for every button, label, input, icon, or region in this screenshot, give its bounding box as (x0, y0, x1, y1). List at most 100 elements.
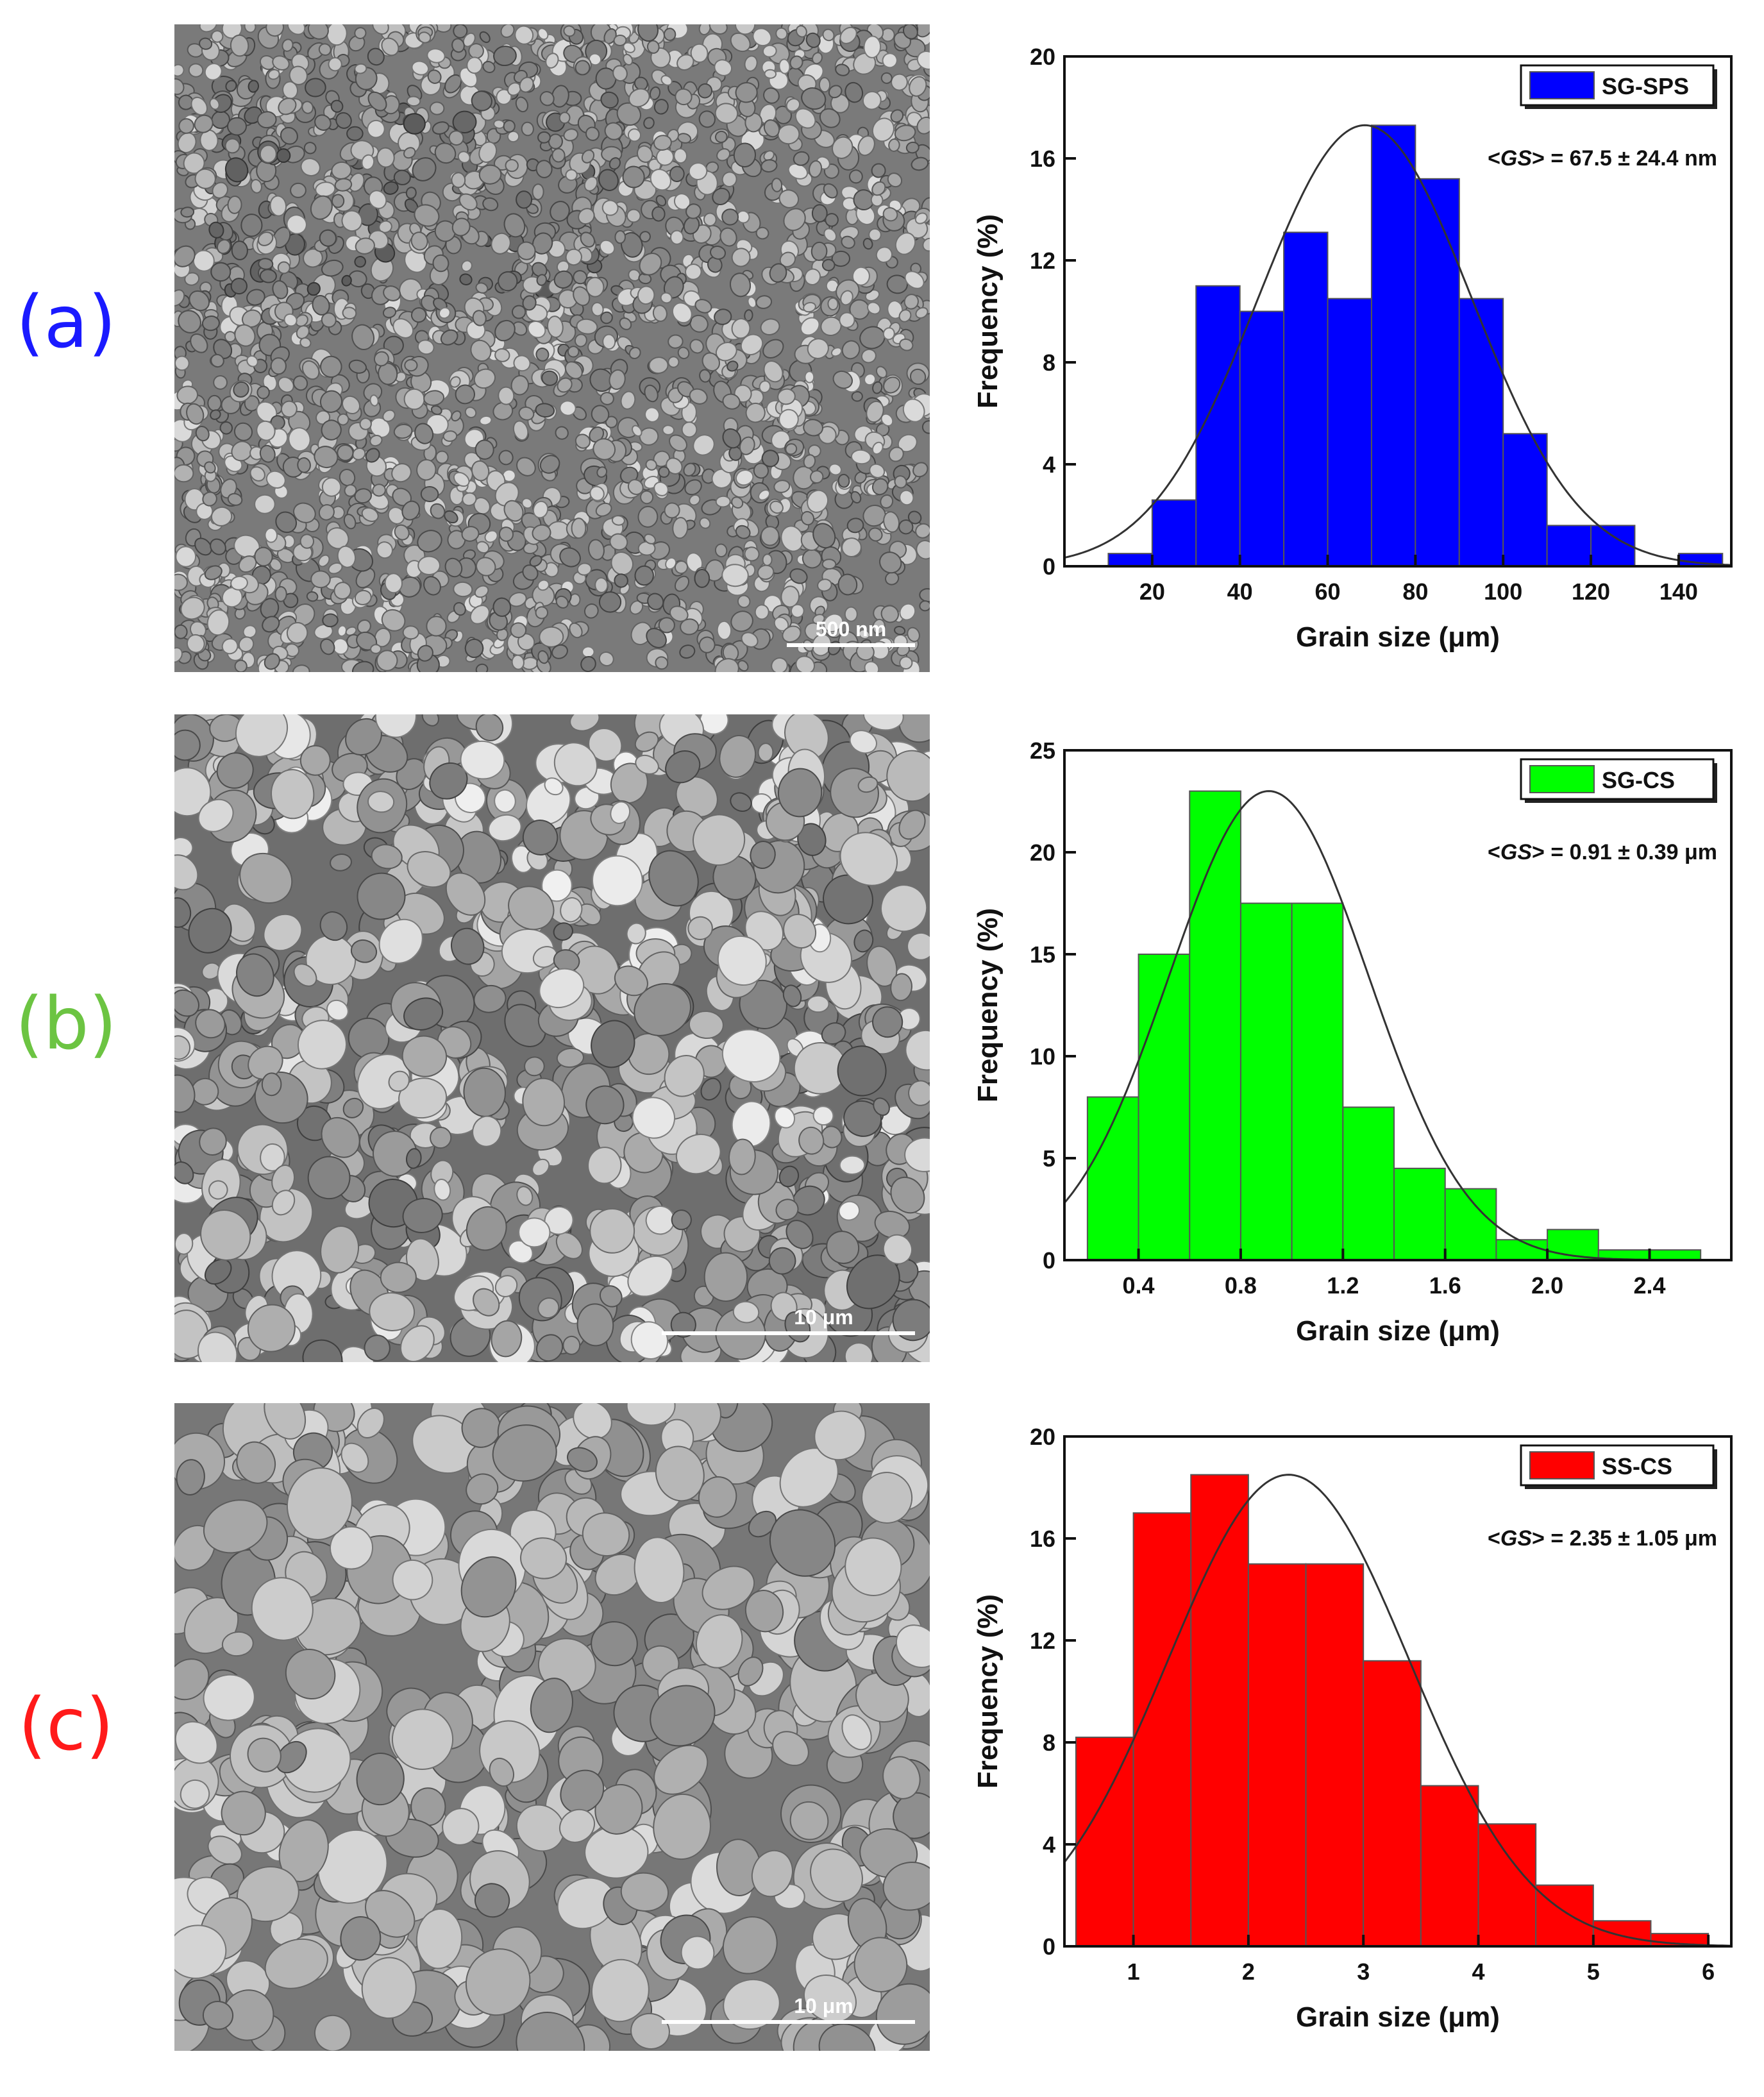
x-tick-label: 1.6 (1429, 1272, 1461, 1299)
histogram-bar (1189, 790, 1241, 1261)
histogram-bars (1086, 790, 1702, 1261)
x-tick-label: 2.0 (1531, 1272, 1563, 1299)
histogram-bar (1291, 902, 1344, 1261)
x-tick-label: 0.8 (1225, 1272, 1257, 1299)
x-tick-label: 100 (1484, 578, 1522, 605)
x-tick-label: 1.2 (1327, 1272, 1359, 1299)
histogram-bar (1477, 1823, 1537, 1948)
histogram-bar (1363, 1660, 1422, 1947)
y-tick-label: 16 (1030, 146, 1055, 172)
histogram-bar (1151, 499, 1197, 568)
histogram-bar (1107, 553, 1153, 567)
histogram-bar (1327, 298, 1372, 567)
legend-label: SS-CS (1602, 1453, 1672, 1479)
x-tick-label: 120 (1572, 578, 1610, 605)
y-tick-label: 20 (1030, 44, 1055, 70)
plot-frame (1063, 1435, 1733, 1948)
x-tick-label: 2.4 (1633, 1272, 1665, 1299)
y-tick-label: 8 (1043, 350, 1055, 376)
histogram-bar (1649, 1249, 1702, 1261)
legend: SS-CS (1520, 1444, 1717, 1489)
histogram-bar (1342, 1106, 1395, 1261)
x-tick-label: 60 (1315, 578, 1341, 605)
grain-texture (174, 714, 930, 1362)
histogram-bar (1138, 954, 1191, 1261)
gaussian-fit-curve (1063, 1474, 1731, 1947)
panel-label-a: (a) (15, 281, 117, 364)
histogram-bar (1415, 178, 1460, 568)
x-tick-label: 80 (1402, 578, 1428, 605)
legend-label: SG-SPS (1602, 73, 1689, 99)
histogram-bar (1495, 1239, 1549, 1261)
histogram-bars (1107, 124, 1724, 568)
y-tick-label: 8 (1043, 1730, 1055, 1756)
y-axis-label: Frequency (%) (972, 214, 1004, 408)
histogram-bar (1132, 1512, 1192, 1947)
y-tick-label: 10 (1030, 1043, 1055, 1070)
x-tick-label: 1 (1127, 1958, 1140, 1985)
histogram-bar (1370, 124, 1416, 567)
mean-grain-size-annotation: <GS> = 0.91 ± 0.39 μm (1488, 840, 1717, 864)
histogram-chart-a: 0 4 8 12 16 20 20 40 60 80 100 120 140 Grain size (μm… (936, 24, 1764, 717)
scale-bar-label: 500 nm (816, 618, 886, 641)
x-axis-label: Grain size (μm) (1296, 621, 1500, 653)
y-axis-label: Frequency (%) (972, 908, 1004, 1102)
x-tick-label: 6 (1702, 1958, 1715, 1985)
y-tick-label: 5 (1043, 1145, 1055, 1172)
histogram-chart-b: 0 5 10 15 20 25 0.4 0.8 1.2 1.6 2.0 2.4 Grain size (… (936, 718, 1764, 1411)
histogram-bar (1546, 525, 1592, 568)
histogram-bar (1502, 433, 1548, 567)
histogram-bars (1075, 1474, 1709, 1948)
y-tick-label: 4 (1043, 451, 1055, 478)
panel-label-c: (c) (18, 1683, 114, 1767)
histogram-bar (1075, 1737, 1134, 1947)
histogram-bar (1592, 1920, 1652, 1947)
y-tick-label: 16 (1030, 1526, 1055, 1552)
legend: SG-CS (1520, 758, 1717, 803)
y-tick-label: 0 (1043, 1933, 1055, 1960)
sem-image-b: 10 μm (174, 714, 930, 1362)
histogram-bar (1535, 1884, 1594, 1947)
histogram-bar (1458, 298, 1504, 567)
sem-micrograph-b: 10 μm (174, 714, 930, 1362)
scale-bar-label: 10 μm (794, 1306, 853, 1329)
sem-image-a: 500 nm (174, 24, 930, 672)
legend-swatch (1529, 71, 1595, 99)
y-axis-label: Frequency (%) (972, 1594, 1004, 1789)
histogram-bar (1393, 1167, 1446, 1261)
y-tick-label: 0 (1043, 1247, 1055, 1274)
y-tick-label: 12 (1030, 248, 1055, 274)
plot-frame (1063, 55, 1733, 568)
grain-texture (174, 1403, 930, 2051)
histogram-bar (1247, 1563, 1307, 1947)
histogram-bar (1283, 232, 1329, 567)
x-tick-label: 0.4 (1123, 1272, 1155, 1299)
x-tick-label: 20 (1139, 578, 1165, 605)
y-tick-label: 20 (1030, 1424, 1055, 1450)
y-tick-label: 15 (1030, 941, 1055, 968)
y-tick-label: 25 (1030, 737, 1055, 764)
y-tick-label: 4 (1043, 1832, 1055, 1858)
x-tick-label: 2 (1242, 1958, 1255, 1985)
gaussian-fit-curve (1064, 124, 1732, 566)
x-tick-label: 4 (1472, 1958, 1485, 1985)
mean-grain-size-annotation: <GS> = 2.35 ± 1.05 μm (1488, 1526, 1717, 1551)
panel-label-b: (b) (15, 982, 117, 1066)
sem-micrograph-c: 10 μm (174, 1403, 930, 2051)
sem-image-c: 10 μm (174, 1403, 930, 2051)
x-tick-label: 3 (1357, 1958, 1370, 1985)
y-tick-label: 0 (1043, 553, 1055, 580)
histogram-bar (1190, 1474, 1249, 1947)
y-tick-label: 12 (1030, 1628, 1055, 1654)
mean-grain-size-annotation: <GS> = 67.5 ± 24.4 nm (1488, 146, 1717, 171)
legend: SG-SPS (1520, 64, 1717, 109)
legend-swatch (1529, 1451, 1595, 1479)
legend-label: SG-CS (1602, 767, 1675, 793)
histogram-bar (1239, 310, 1285, 567)
histogram-bar (1239, 902, 1293, 1261)
histogram-chart-c: 0 4 8 12 16 20 1 2 3 4 5 6 Grain size (μm) Frequency … (936, 1404, 1764, 2097)
x-tick-label: 5 (1587, 1958, 1600, 1985)
legend-swatch (1529, 765, 1595, 793)
x-tick-label: 40 (1227, 578, 1253, 605)
histogram-bar (1305, 1563, 1365, 1947)
